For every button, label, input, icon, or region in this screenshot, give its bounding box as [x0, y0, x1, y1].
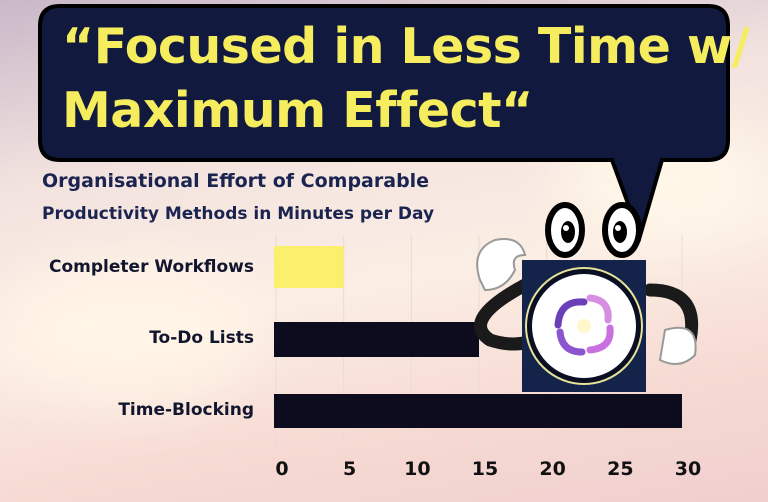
x-tick-label: 10: [404, 458, 431, 480]
x-tick-label: 15: [471, 458, 499, 480]
bar-to-do-lists: [274, 322, 479, 357]
category-label: Time-Blocking: [118, 400, 254, 420]
spiral-logo-icon: [554, 294, 614, 356]
bar-completer-workflows: [274, 246, 344, 288]
chart-title-line-2: Productivity Methods in Minutes per Day: [42, 204, 435, 224]
glove-icon: [658, 326, 697, 365]
x-tick-label: 0: [275, 458, 289, 480]
bar-time-blocking: [274, 394, 682, 428]
x-tick-label: 30: [674, 458, 702, 480]
headline-line-2: Maximum Effect“: [62, 82, 533, 139]
headline-line-1: “Focused in Less Time w/: [62, 18, 750, 75]
x-tick-label: 5: [343, 458, 357, 480]
x-tick-label: 25: [607, 458, 634, 480]
category-label: Completer Workflows: [49, 257, 254, 277]
chart-title-line-1: Organisational Effort of Comparable: [42, 170, 430, 192]
eyes-icon: [545, 202, 642, 258]
glove-icon: [476, 238, 527, 292]
x-tick-label: 20: [539, 458, 566, 480]
category-label: To-Do Lists: [149, 328, 254, 348]
mascot-illustration: [474, 202, 699, 392]
speech-bubble: [38, 4, 730, 243]
